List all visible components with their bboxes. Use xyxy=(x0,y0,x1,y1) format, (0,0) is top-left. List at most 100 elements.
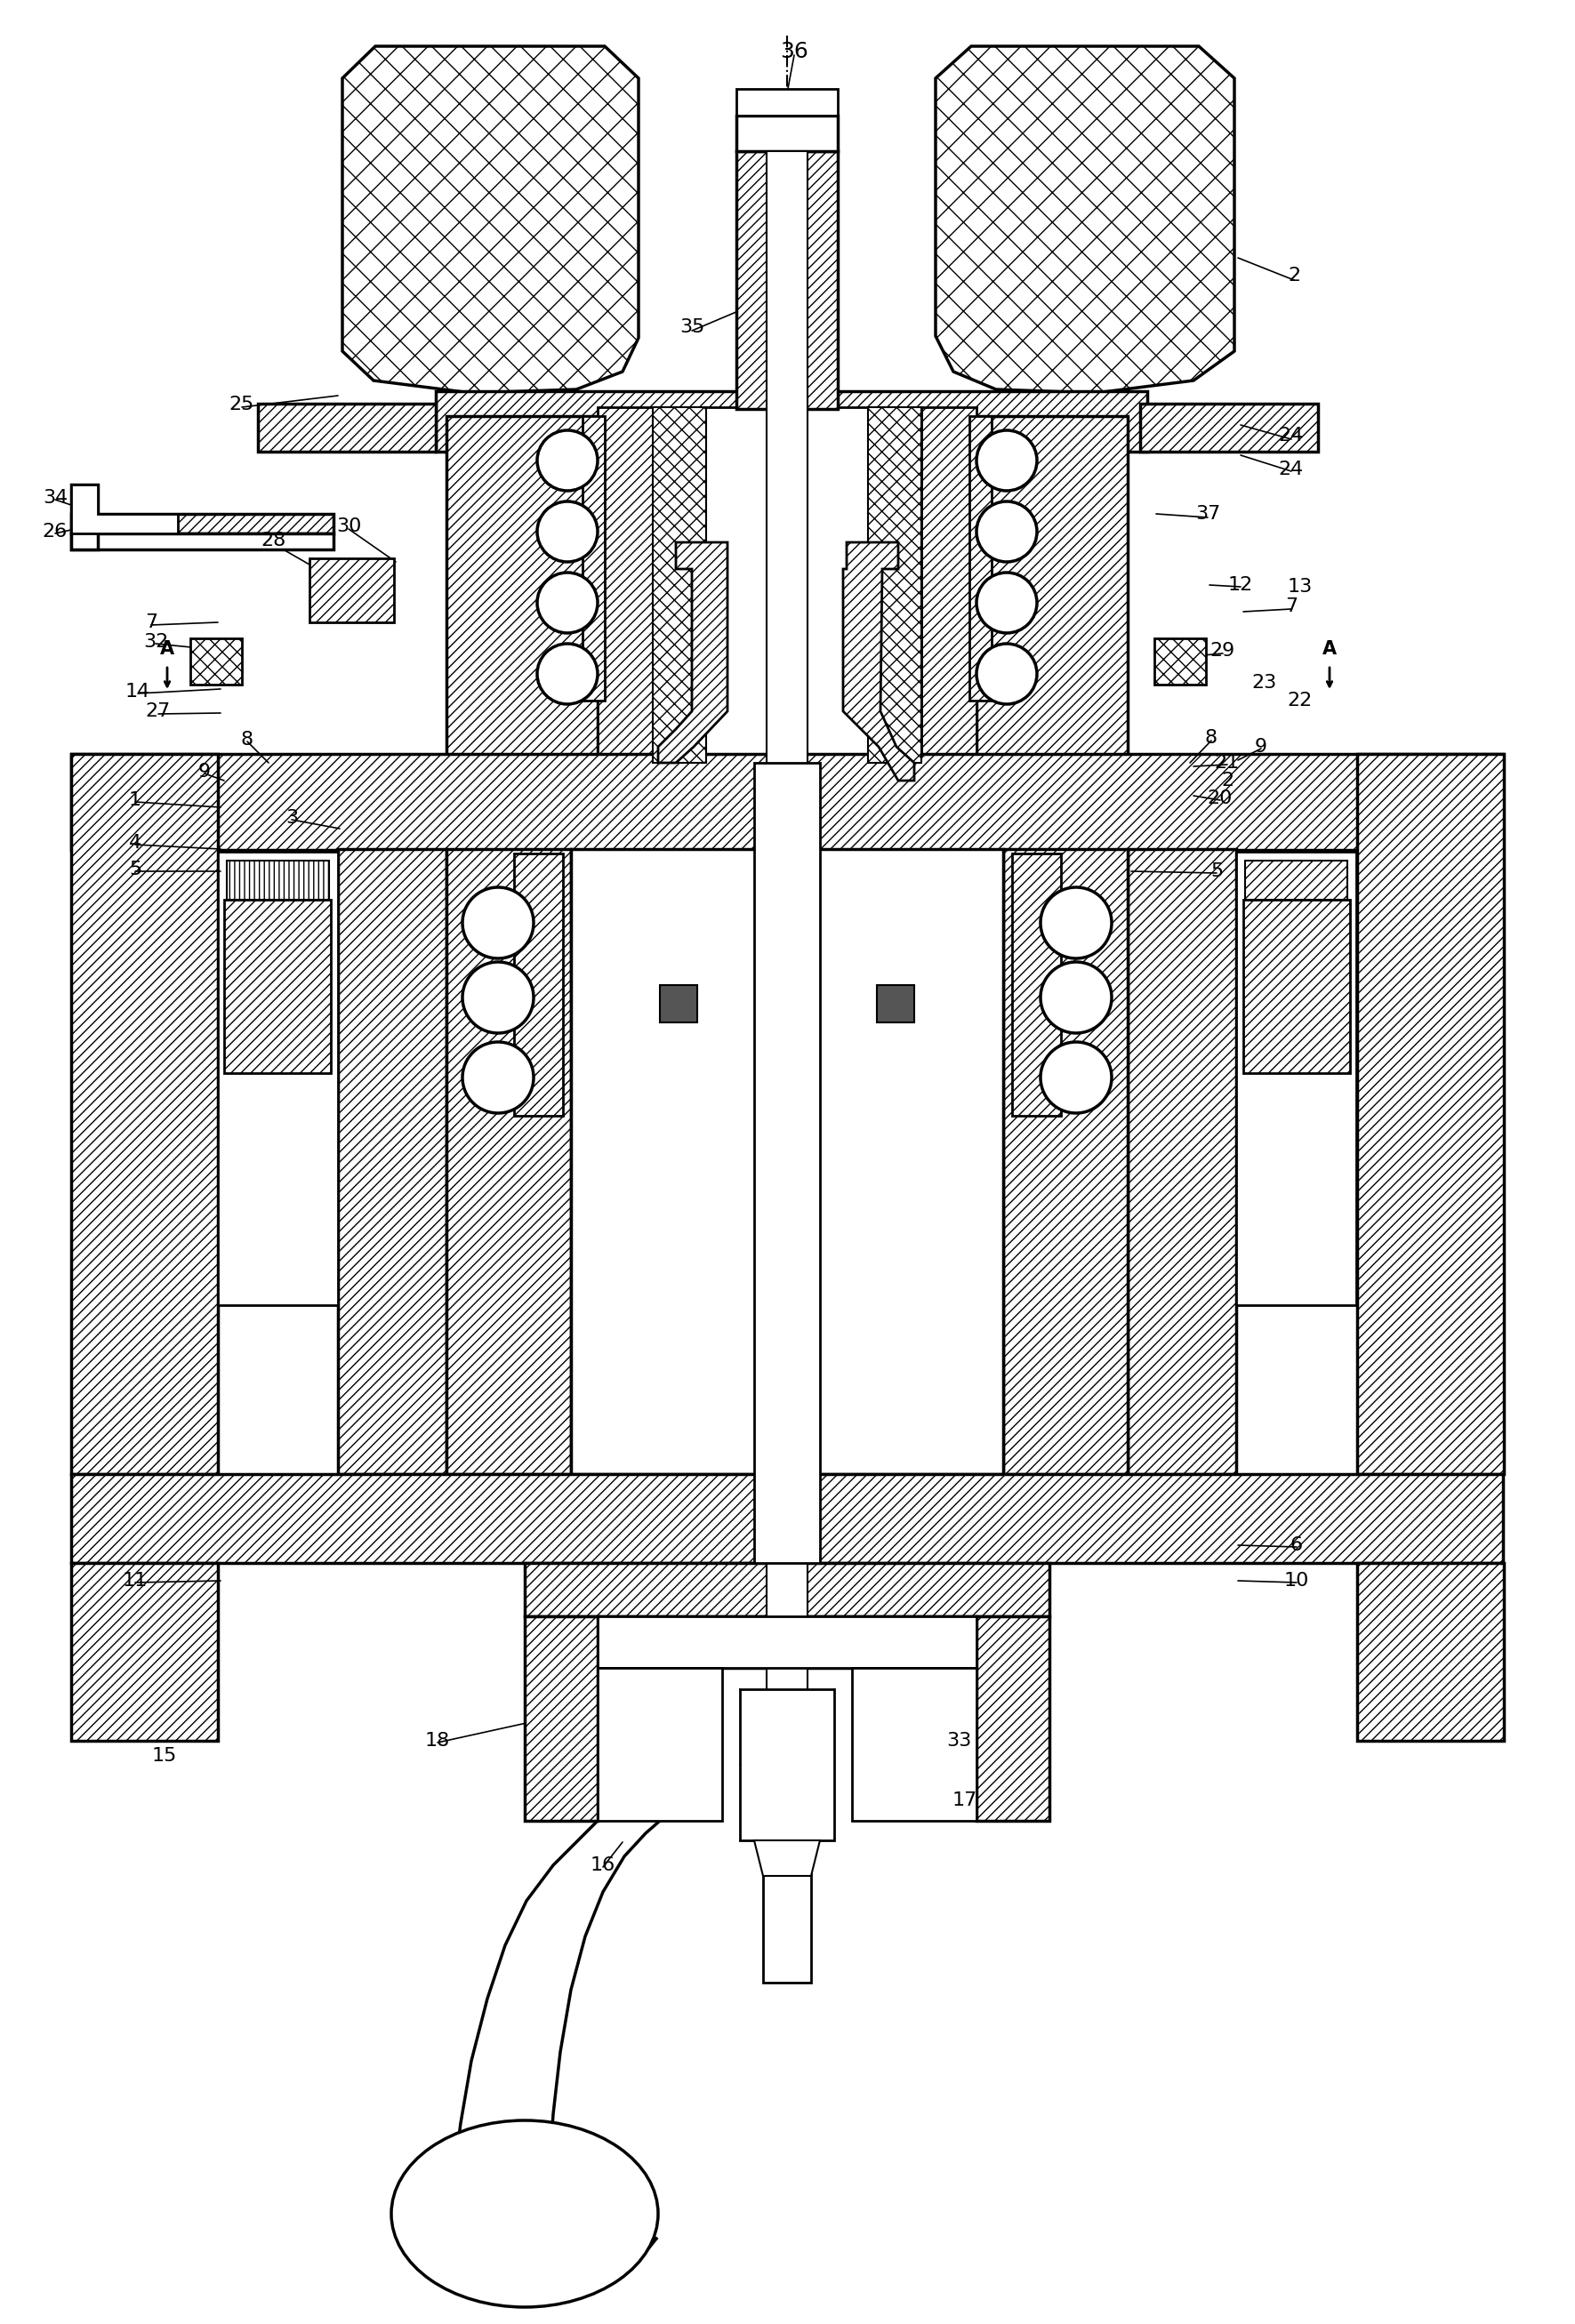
Ellipse shape xyxy=(391,2119,658,2308)
Text: 23: 23 xyxy=(1252,674,1277,693)
Text: 21: 21 xyxy=(1214,753,1240,772)
Bar xyxy=(868,407,921,762)
Bar xyxy=(339,848,446,1473)
Text: 35: 35 xyxy=(679,318,704,337)
Bar xyxy=(227,860,329,899)
Bar xyxy=(976,1615,1049,1820)
Text: 28: 28 xyxy=(261,532,287,548)
Bar xyxy=(737,116,838,151)
Circle shape xyxy=(537,502,597,562)
Bar xyxy=(446,416,597,762)
Text: 36: 36 xyxy=(780,42,808,63)
Text: 29: 29 xyxy=(1210,641,1235,660)
Bar xyxy=(921,407,976,762)
Text: 37: 37 xyxy=(1195,504,1221,523)
Polygon shape xyxy=(843,541,913,781)
Bar xyxy=(71,514,334,535)
Text: 24: 24 xyxy=(1279,428,1304,444)
Text: 33: 33 xyxy=(947,1731,972,1750)
Bar xyxy=(740,1690,835,1841)
Bar xyxy=(1236,851,1356,1306)
Text: 20: 20 xyxy=(1208,790,1233,806)
Bar xyxy=(258,404,436,451)
Text: 7: 7 xyxy=(1285,597,1298,616)
Text: 32: 32 xyxy=(143,632,169,651)
Bar xyxy=(597,407,652,762)
Bar xyxy=(191,639,243,686)
Bar xyxy=(794,151,838,409)
Bar xyxy=(1358,1564,1504,1741)
Circle shape xyxy=(976,430,1036,490)
Bar xyxy=(1243,899,1350,1074)
Polygon shape xyxy=(658,541,728,762)
Bar xyxy=(1003,848,1128,1473)
Bar xyxy=(1013,853,1062,1116)
Text: 14: 14 xyxy=(126,683,150,700)
Polygon shape xyxy=(71,483,178,535)
Circle shape xyxy=(1041,962,1112,1034)
Text: 9: 9 xyxy=(198,762,211,781)
Circle shape xyxy=(976,502,1036,562)
Text: 12: 12 xyxy=(1228,576,1254,595)
Bar xyxy=(436,390,1147,451)
Bar xyxy=(762,1841,811,1982)
Bar xyxy=(1140,404,1318,451)
Text: 3: 3 xyxy=(285,809,298,827)
Bar xyxy=(224,899,331,1074)
Circle shape xyxy=(976,644,1036,704)
Bar xyxy=(1246,860,1347,899)
Circle shape xyxy=(1041,888,1112,957)
Bar xyxy=(976,416,1128,762)
Bar xyxy=(597,1615,976,1669)
Bar xyxy=(781,151,794,409)
Bar xyxy=(583,416,605,700)
Text: 1: 1 xyxy=(129,790,142,809)
Circle shape xyxy=(976,572,1036,632)
Text: 18: 18 xyxy=(425,1731,450,1750)
Circle shape xyxy=(463,1041,534,1113)
Polygon shape xyxy=(754,1841,821,1875)
Text: 13: 13 xyxy=(1288,579,1312,595)
Bar xyxy=(969,416,992,700)
Text: 2: 2 xyxy=(1221,772,1233,790)
Text: 4: 4 xyxy=(129,834,142,851)
Circle shape xyxy=(537,572,597,632)
Text: 17: 17 xyxy=(953,1792,978,1810)
Bar xyxy=(660,985,698,1023)
Circle shape xyxy=(537,644,597,704)
Text: 22: 22 xyxy=(1288,693,1312,709)
Bar xyxy=(652,407,921,762)
Text: 5: 5 xyxy=(1210,862,1222,881)
Bar xyxy=(524,1615,597,1820)
Text: 6: 6 xyxy=(1290,1536,1303,1555)
Bar xyxy=(513,853,562,1116)
Bar xyxy=(1154,639,1206,686)
Polygon shape xyxy=(737,88,838,116)
Text: 16: 16 xyxy=(591,1857,616,1873)
Text: A: A xyxy=(161,639,175,658)
Text: 11: 11 xyxy=(123,1571,148,1590)
Text: 5: 5 xyxy=(129,860,142,878)
Bar xyxy=(572,848,1003,1473)
Text: 8: 8 xyxy=(241,730,254,748)
Polygon shape xyxy=(342,46,638,393)
Text: 8: 8 xyxy=(1205,730,1217,746)
Text: 9: 9 xyxy=(1255,739,1268,755)
Text: 2: 2 xyxy=(1288,267,1301,284)
Text: 25: 25 xyxy=(230,395,255,414)
Bar xyxy=(309,558,394,623)
Bar xyxy=(652,407,706,762)
Bar xyxy=(524,1564,1049,1615)
Text: 15: 15 xyxy=(151,1748,176,1764)
Bar xyxy=(71,1564,217,1741)
Bar xyxy=(737,151,781,409)
Bar xyxy=(767,151,808,1778)
Text: 34: 34 xyxy=(43,488,68,507)
Text: 27: 27 xyxy=(146,702,170,720)
Circle shape xyxy=(463,888,534,957)
Text: 19: 19 xyxy=(786,1813,811,1829)
Bar xyxy=(1128,848,1236,1473)
Text: 24: 24 xyxy=(1279,460,1304,479)
Text: A: A xyxy=(1323,639,1337,658)
Circle shape xyxy=(1041,1041,1112,1113)
